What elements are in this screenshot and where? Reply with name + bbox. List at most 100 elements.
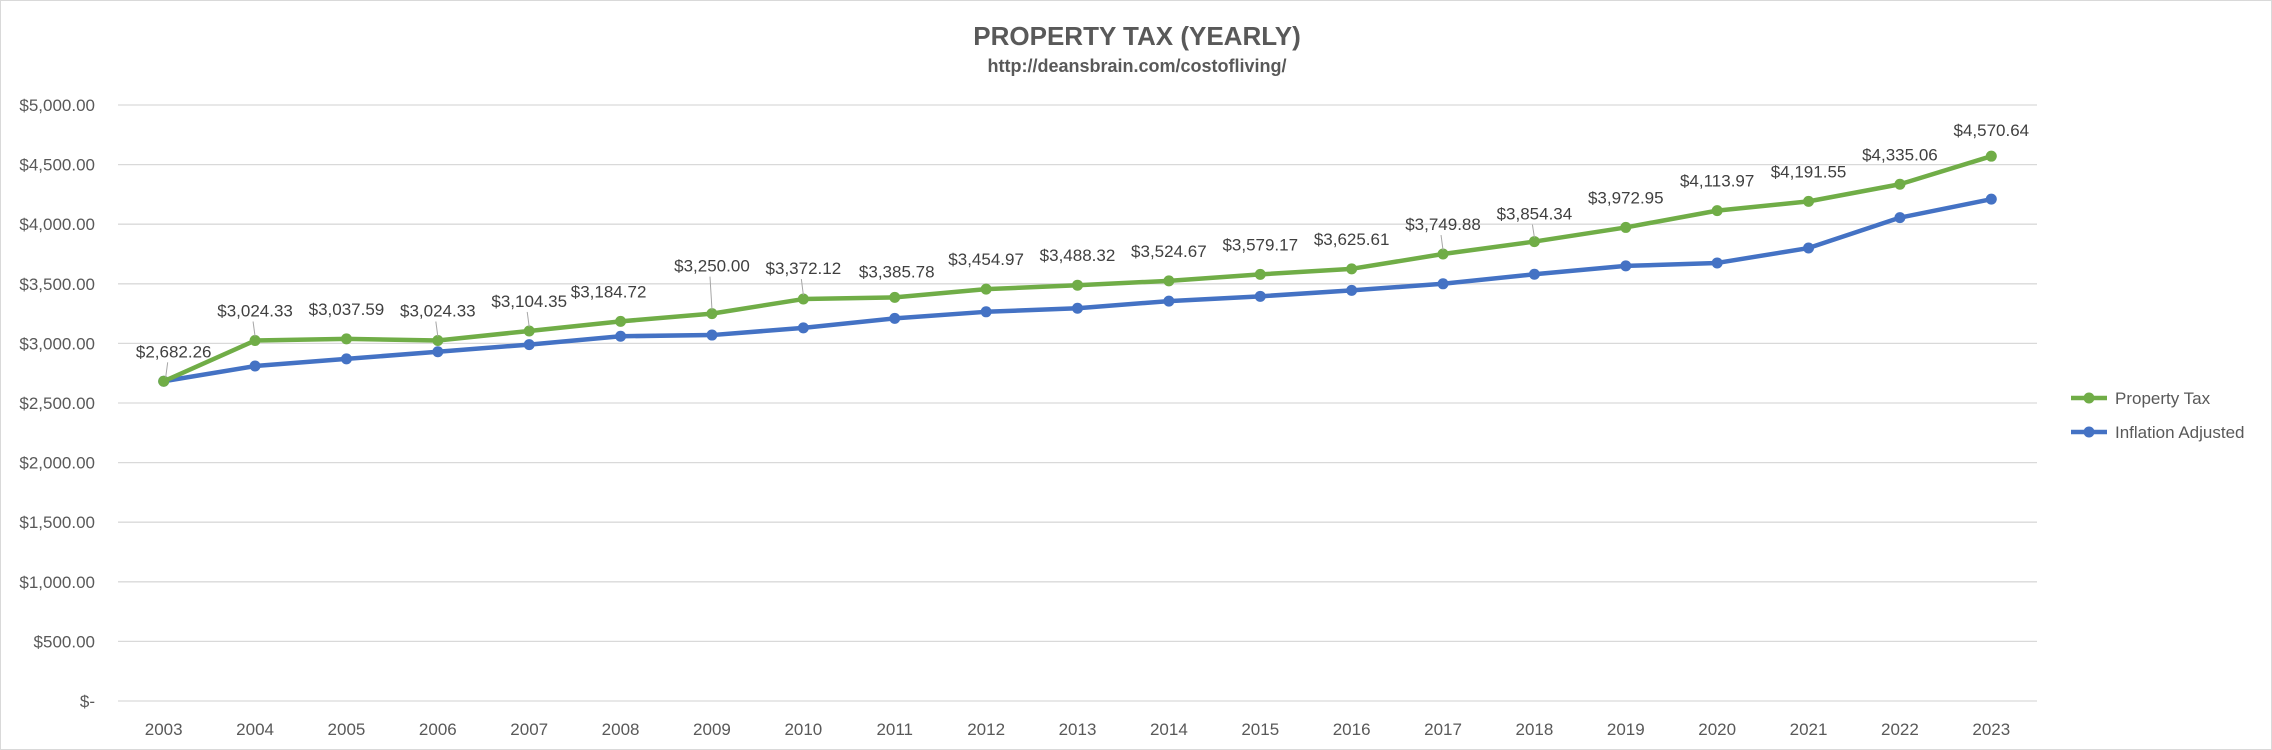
data-label: $4,335.06 xyxy=(1862,145,1938,164)
legend: Property Tax Inflation Adjusted xyxy=(2071,389,2244,442)
y-tick-label: $5,000.00 xyxy=(19,96,95,115)
y-tick-label: $4,500.00 xyxy=(19,156,95,175)
x-tick-label: 2019 xyxy=(1607,720,1645,739)
x-tick-label: 2005 xyxy=(328,720,366,739)
x-tick-label: 2011 xyxy=(876,720,913,739)
data-point xyxy=(1620,221,1632,233)
data-label: $3,854.34 xyxy=(1497,205,1573,224)
data-point xyxy=(615,315,627,327)
data-point xyxy=(1437,248,1449,260)
legend-item: Property Tax xyxy=(2071,389,2211,408)
data-label: $3,972.95 xyxy=(1588,188,1664,207)
data-point xyxy=(1163,275,1175,287)
data-point xyxy=(249,360,261,372)
data-point xyxy=(615,330,627,342)
data-point xyxy=(432,346,444,358)
y-tick-label: $3,500.00 xyxy=(19,275,95,294)
data-label: $3,250.00 xyxy=(674,257,750,276)
leader-line xyxy=(709,276,713,310)
y-tick-label: $3,000.00 xyxy=(19,334,95,353)
y-tick-label: $1,000.00 xyxy=(19,573,95,592)
series-property-tax xyxy=(158,150,1997,387)
data-point xyxy=(1346,284,1358,296)
data-point xyxy=(1985,193,1997,205)
y-tick-label: $4,000.00 xyxy=(19,215,95,234)
data-point xyxy=(1528,236,1540,248)
data-point xyxy=(980,283,992,295)
data-label: $4,113.97 xyxy=(1680,172,1754,191)
data-label: $3,037.59 xyxy=(309,300,385,319)
legend-marker xyxy=(2083,426,2095,438)
x-axis: 2003 2004 2005 2006 2007 2008 2009 2010 2011 2012… xyxy=(145,720,2010,739)
data-labels: $2,682.26 $3,024.33 $3,037.59 $3,024.33 $3,1… xyxy=(136,121,2029,378)
x-tick-label: 2008 xyxy=(602,720,640,739)
x-tick-label: 2018 xyxy=(1515,720,1553,739)
y-tick-label: $2,000.00 xyxy=(19,454,95,473)
leader-line xyxy=(526,311,530,328)
leader-line xyxy=(1531,224,1535,238)
x-tick-label: 2013 xyxy=(1059,720,1097,739)
data-point xyxy=(706,329,718,341)
x-tick-label: 2021 xyxy=(1790,720,1828,739)
data-point xyxy=(523,325,535,337)
data-point xyxy=(889,312,901,324)
data-label: $4,191.55 xyxy=(1771,162,1847,181)
data-point xyxy=(158,375,170,387)
x-tick-label: 2022 xyxy=(1881,720,1919,739)
x-tick-label: 2017 xyxy=(1424,720,1462,739)
data-point xyxy=(523,339,535,351)
y-tick-label: $500.00 xyxy=(34,632,95,651)
data-point xyxy=(1528,268,1540,280)
chart-title: PROPERTY TAX (YEARLY) xyxy=(973,21,1300,51)
data-label: $3,385.78 xyxy=(859,262,935,281)
data-point xyxy=(797,322,809,334)
data-point xyxy=(249,334,261,346)
data-point xyxy=(340,353,352,365)
data-point xyxy=(889,291,901,303)
leader-line xyxy=(1440,234,1444,251)
x-tick-label: 2009 xyxy=(693,720,731,739)
data-point xyxy=(1163,295,1175,307)
y-tick-label: $1,500.00 xyxy=(19,513,95,532)
data-label: $3,024.33 xyxy=(217,301,293,320)
data-label: $3,625.61 xyxy=(1314,230,1390,249)
data-point xyxy=(1711,205,1723,217)
x-tick-label: 2020 xyxy=(1698,720,1736,739)
data-point xyxy=(1803,242,1815,254)
data-point xyxy=(980,306,992,318)
x-tick-label: 2016 xyxy=(1333,720,1371,739)
legend-label: Property Tax xyxy=(2115,389,2211,408)
data-label: $3,488.32 xyxy=(1040,246,1116,265)
data-point xyxy=(432,334,444,346)
x-tick-label: 2014 xyxy=(1150,720,1188,739)
data-point xyxy=(797,293,809,305)
leader-line xyxy=(252,321,256,337)
x-tick-label: 2023 xyxy=(1972,720,2010,739)
x-tick-label: 2004 xyxy=(236,720,274,739)
x-tick-label: 2007 xyxy=(510,720,548,739)
data-point xyxy=(340,333,352,345)
plot-area xyxy=(158,150,1997,387)
data-point xyxy=(1894,212,1906,224)
data-label: $3,579.17 xyxy=(1222,235,1298,254)
leader-line xyxy=(165,362,169,378)
data-point xyxy=(1072,302,1083,314)
data-point xyxy=(1985,150,1997,162)
legend-marker xyxy=(2083,392,2095,404)
chart-subtitle: http://deansbrain.com/costofliving/ xyxy=(987,56,1286,76)
data-label: $3,454.97 xyxy=(948,250,1024,269)
x-tick-label: 2015 xyxy=(1241,720,1279,739)
data-point xyxy=(1803,195,1815,207)
y-axis: $- $500.00 $1,000.00 $1,500.00 $2,000.00 $2,5… xyxy=(19,96,95,711)
data-label: $2,682.26 xyxy=(136,342,212,361)
leader-line xyxy=(800,278,804,296)
legend-item: Inflation Adjusted xyxy=(2071,423,2244,442)
data-point xyxy=(1437,278,1449,290)
data-label: $3,184.72 xyxy=(571,282,647,301)
x-tick-label: 2006 xyxy=(419,720,457,739)
data-point xyxy=(1620,260,1632,272)
data-point xyxy=(1894,178,1906,190)
data-label: $4,570.64 xyxy=(1953,121,2029,140)
